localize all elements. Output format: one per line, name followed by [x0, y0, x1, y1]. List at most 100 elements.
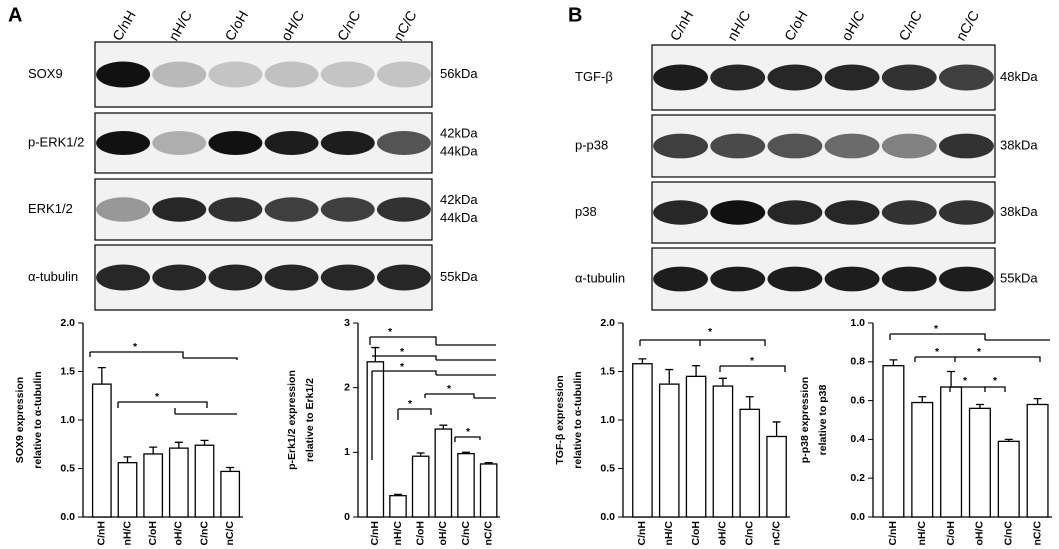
blot-band: [152, 61, 207, 88]
error-bar: [123, 456, 132, 463]
bar: [168, 447, 189, 518]
blot-frame: [651, 181, 996, 244]
error-bar: [462, 451, 470, 454]
x-tick-label: nC/C: [1031, 521, 1043, 546]
significance-star: *: [750, 355, 755, 367]
y-tick-label: 0.0: [850, 511, 865, 523]
x-tick-label: nC/C: [482, 521, 494, 546]
significance-star: *: [466, 426, 471, 438]
blot-band: [208, 197, 263, 222]
blot-label: p-ERK1/2: [28, 134, 84, 149]
y-tick-label: 0.4: [850, 433, 865, 445]
bar: [632, 363, 653, 518]
y-tick-label: 2.0: [60, 317, 75, 329]
bar: [366, 361, 385, 518]
blot-band: [824, 266, 880, 292]
bar: [194, 444, 215, 518]
x-tick-label: oH/C: [173, 521, 185, 546]
y-tick-label: 2.0: [600, 317, 615, 329]
bar: [685, 375, 707, 518]
blot-band: [824, 133, 880, 159]
blot-frame: [651, 44, 996, 111]
blot-label: p-p38: [575, 137, 608, 152]
significance-bracket: [949, 386, 1006, 392]
blot-band: [881, 266, 937, 292]
blot-band: [208, 264, 263, 291]
blot-band: [96, 131, 151, 155]
lane-label: nH/C: [165, 8, 195, 44]
y-tick-label: 1.0: [600, 414, 615, 426]
error-bar: [918, 396, 927, 403]
blot-label: SOX9: [28, 66, 63, 81]
lane-label: oH/C: [278, 8, 308, 44]
error-bar: [772, 421, 781, 437]
bar: [411, 455, 430, 518]
y-axis-label: SOX9 expression: [14, 377, 26, 463]
error-bar: [718, 377, 727, 387]
kda-label: 42kDa: [440, 192, 478, 207]
blot-band: [264, 131, 319, 155]
blot-label: TGF-β: [575, 69, 613, 84]
y-axis-label: p-p38 expression: [799, 377, 811, 463]
x-tick-label: C/nC: [744, 521, 756, 546]
y-tick-label: 0: [344, 511, 350, 523]
error-bar: [692, 365, 701, 377]
x-tick-label: nH/C: [663, 521, 675, 546]
x-tick-label: C/nH: [96, 521, 108, 546]
x-tick-label: C/oH: [147, 521, 159, 546]
significance-bracket: [369, 336, 496, 346]
y-tick-label: 0.6: [850, 394, 865, 406]
y-tick-label: 2: [344, 381, 350, 393]
blot-band: [767, 64, 823, 91]
error-bar: [226, 466, 235, 472]
y-axis-label: relative to Erk1/2: [304, 378, 316, 462]
blot-band: [96, 197, 151, 222]
kda-label: 44kDa: [440, 143, 478, 158]
x-tick-label: nC/C: [770, 521, 782, 546]
blot-band: [208, 131, 263, 155]
blot-band: [152, 131, 207, 155]
significance-bracket: [117, 401, 237, 415]
bar: [712, 385, 734, 518]
kda-label: 56kDa: [440, 66, 478, 81]
x-tick-label: oH/C: [717, 521, 729, 546]
significance-star: *: [963, 375, 968, 387]
lane-label: C/nC: [334, 8, 364, 44]
bar: [220, 470, 241, 518]
y-tick-label: 0.0: [600, 511, 615, 523]
blot-band: [938, 266, 994, 292]
kda-label: 42kDa: [440, 125, 478, 140]
x-tick-label: oH/C: [437, 521, 449, 546]
y-tick-label: 0.2: [850, 472, 865, 484]
y-tick-label: 0.0: [60, 511, 75, 523]
x-tick-label: C/oH: [690, 521, 702, 546]
blot-frame: [94, 178, 433, 241]
significance-bracket: [89, 351, 238, 360]
bar: [940, 386, 963, 518]
error-bar: [439, 424, 448, 430]
blot-band: [376, 197, 431, 222]
error-bar: [1033, 398, 1042, 405]
bar: [658, 383, 680, 518]
error-bar: [975, 403, 984, 409]
y-axis-label: relative to p38: [817, 385, 829, 456]
blot-band: [767, 200, 823, 225]
bar: [882, 365, 905, 518]
blot-band: [710, 64, 766, 91]
blot-band: [653, 133, 709, 159]
blot-band: [320, 197, 375, 222]
bar: [739, 408, 761, 518]
y-axis-label: p-Erk1/2 expression: [286, 370, 298, 470]
kda-label: 44kDa: [440, 210, 478, 225]
error-bar: [97, 366, 106, 385]
blot-band: [264, 61, 319, 88]
blot-label: α-tubulin: [28, 269, 78, 284]
significance-star: *: [447, 383, 452, 395]
y-axis-label: relative to α-tubulin: [32, 371, 44, 468]
x-tick-label: C/nH: [887, 521, 899, 546]
error-bar: [371, 346, 380, 362]
significance-bracket: [719, 365, 786, 372]
blot-band: [653, 200, 709, 225]
lane-label: C/nH: [109, 8, 139, 44]
